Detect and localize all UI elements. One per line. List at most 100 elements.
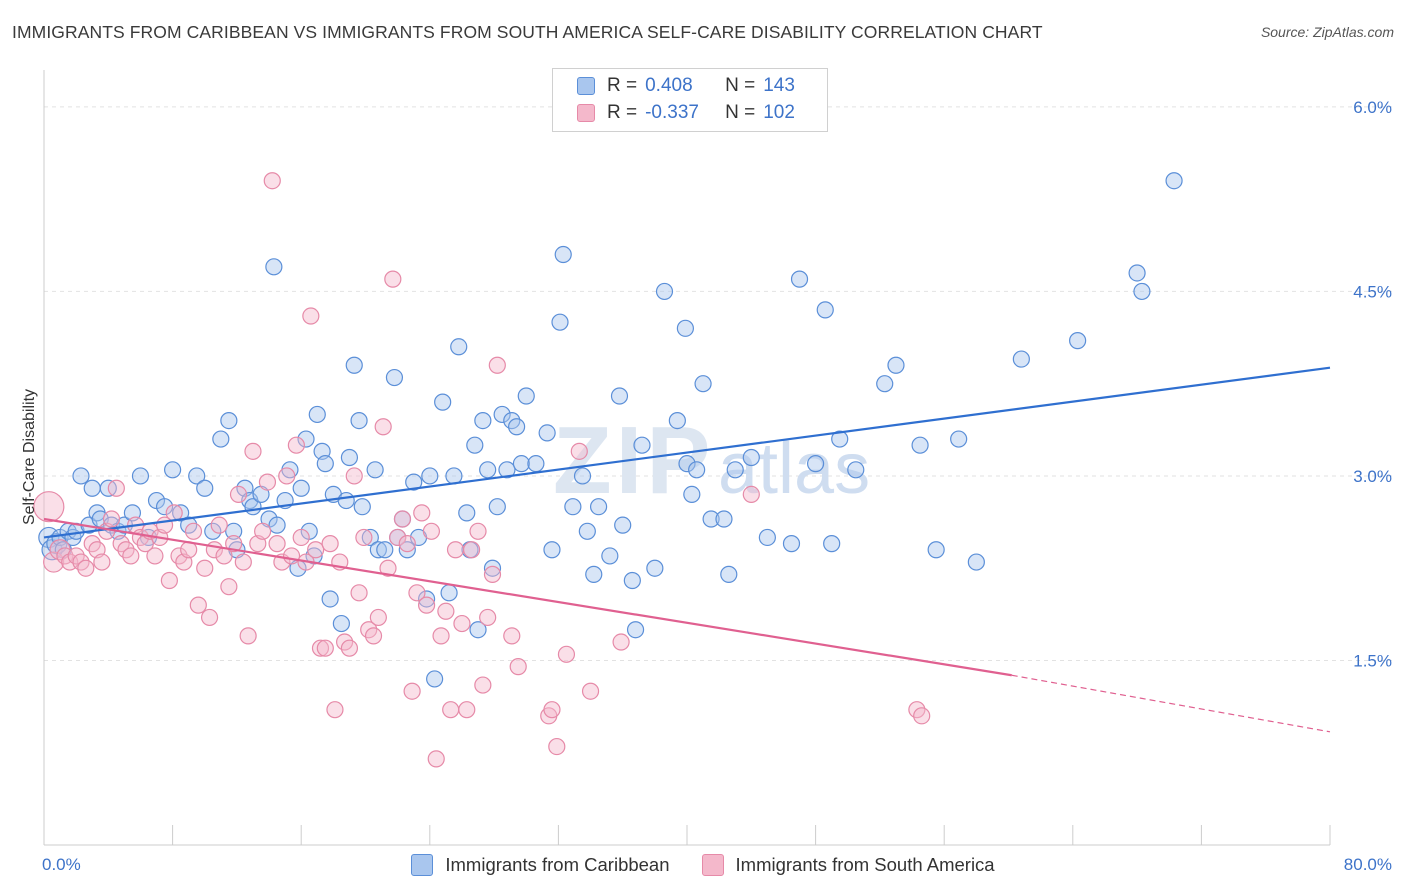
axes (43, 70, 1331, 846)
data-point (345, 356, 363, 374)
data-point (172, 504, 190, 522)
data-point (229, 485, 248, 504)
y-tick-label: 1.5% (1353, 651, 1392, 670)
data-point (376, 541, 394, 559)
data-point (474, 411, 492, 430)
data-point (479, 461, 497, 479)
y-tick-label: 3.0% (1353, 467, 1392, 486)
data-point (911, 436, 929, 454)
data-point (668, 411, 686, 430)
data-point (83, 479, 101, 497)
data-point (265, 258, 283, 276)
data-point (512, 455, 531, 473)
data-point (446, 541, 465, 559)
trend-line-extension (1011, 674, 1331, 733)
data-point (469, 522, 487, 540)
y-axis-label: Self-Care Disability (21, 389, 38, 525)
data-point (220, 578, 238, 596)
data-point (292, 479, 310, 497)
data-point (225, 522, 243, 540)
data-point (278, 467, 296, 485)
data-point (790, 270, 809, 288)
data-point (72, 467, 90, 485)
data-point (102, 510, 121, 528)
legend-n-value: 102 (763, 102, 795, 123)
data-point (551, 313, 569, 331)
data-point (263, 172, 281, 190)
data-point (1128, 264, 1146, 282)
data-point (453, 614, 471, 633)
data-point (538, 424, 556, 442)
data-point (1012, 350, 1030, 368)
data-point (601, 547, 619, 565)
data-point (554, 245, 572, 264)
data-point (417, 590, 436, 608)
data-point (204, 522, 222, 540)
data-point (442, 701, 460, 719)
data-point (316, 455, 334, 473)
legend-label-south-america: Immigrants from South America (735, 854, 995, 875)
data-point (509, 658, 527, 676)
data-point (413, 504, 431, 522)
data-point (321, 590, 339, 608)
data-point (403, 682, 421, 700)
data-point (626, 621, 645, 639)
data-point (258, 473, 277, 491)
data-point (321, 535, 339, 553)
data-point (742, 485, 760, 504)
data-point (887, 356, 905, 374)
data-point (122, 547, 140, 565)
data-point (389, 528, 407, 547)
series-legend: Immigrants from Caribbean Immigrants fro… (0, 852, 1406, 878)
data-point (189, 596, 207, 614)
data-point (1165, 172, 1183, 190)
data-point (196, 479, 214, 497)
trend-line-south-america (43, 517, 1012, 677)
legend-item-south-america[interactable]: Immigrants from South America (701, 854, 995, 876)
data-point (385, 368, 404, 387)
data-point (77, 559, 95, 577)
data-point (564, 498, 582, 516)
data-point (527, 455, 545, 473)
data-point (234, 553, 252, 571)
legend-item-caribbean[interactable]: Immigrants from Caribbean (411, 854, 670, 876)
data-point (493, 405, 511, 424)
data-point (350, 411, 368, 430)
data-point (326, 701, 344, 719)
data-point (225, 535, 243, 553)
data-point (678, 455, 696, 473)
data-point (155, 498, 174, 516)
legend-n-label: N = (725, 102, 756, 123)
data-point (393, 510, 412, 528)
series-points (33, 172, 1183, 768)
data-point (548, 737, 566, 756)
data-point (758, 528, 776, 547)
data-point (210, 516, 228, 534)
data-point (43, 551, 65, 573)
data-point (184, 522, 203, 540)
data-point (573, 467, 592, 485)
data-point (33, 491, 65, 523)
data-point (806, 455, 825, 473)
data-point (426, 670, 444, 688)
data-point (297, 430, 315, 448)
data-point (254, 522, 272, 540)
data-point (847, 461, 865, 479)
legend-row-south-america: R = -0.337 N = 102 (577, 101, 795, 125)
x-tick-label: 80.0% (1344, 855, 1392, 874)
data-point (93, 553, 111, 571)
data-point (726, 461, 744, 479)
trend-line-caribbean (43, 366, 1331, 539)
data-point (427, 750, 445, 768)
data-point (927, 541, 945, 559)
data-point (913, 707, 931, 725)
gridlines (44, 106, 1392, 661)
data-point (131, 467, 150, 485)
data-point (508, 418, 526, 436)
legend-swatch-caribbean (577, 77, 595, 95)
data-point (268, 535, 286, 553)
tick-labels: 1.5% 3.0% 4.5% 6.0% 0.0% 80.0% (42, 98, 1392, 874)
data-point (405, 473, 423, 491)
data-point (816, 301, 834, 319)
